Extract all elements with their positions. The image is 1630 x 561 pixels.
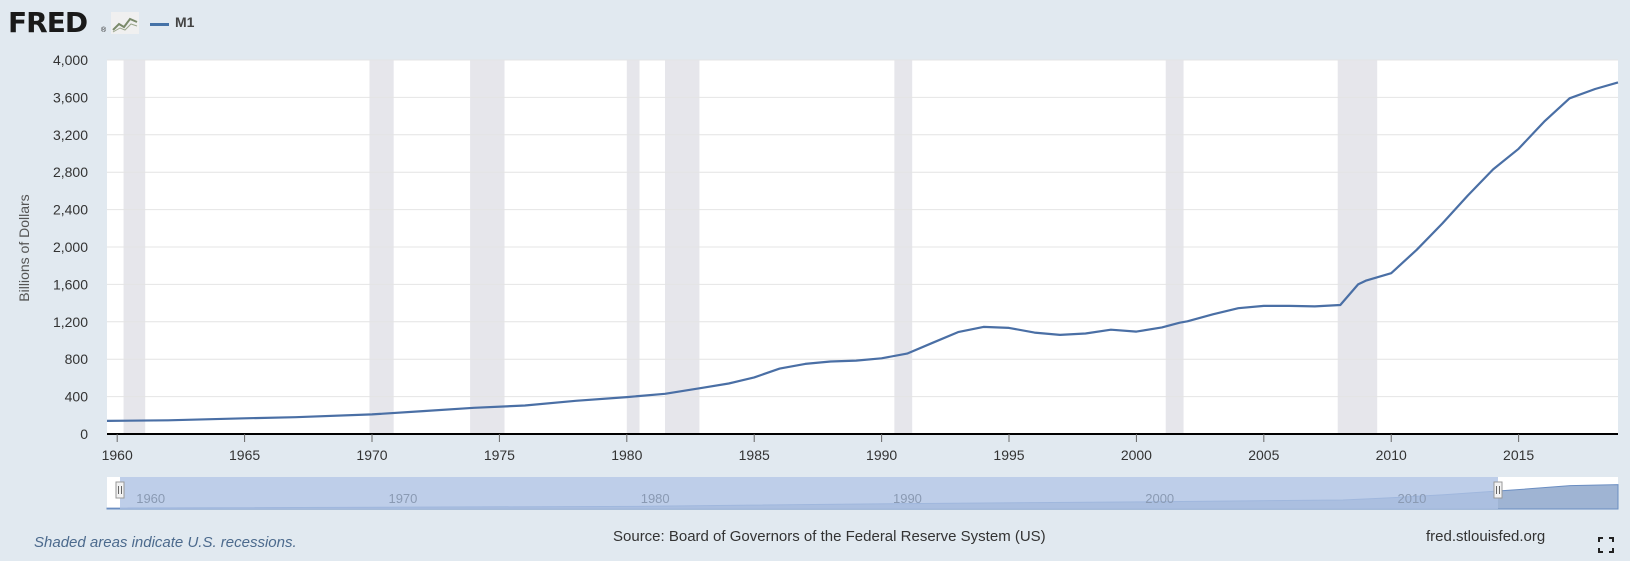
navigator-label: 2010 bbox=[1397, 491, 1426, 506]
legend-label-m1[interactable]: M1 bbox=[175, 14, 195, 30]
y-tick-label: 1,200 bbox=[53, 314, 88, 330]
x-tick-label: 1970 bbox=[356, 447, 387, 463]
y-tick-label: 4,000 bbox=[53, 52, 88, 68]
navigator-label: 2000 bbox=[1145, 491, 1174, 506]
x-tick-label: 2000 bbox=[1121, 447, 1152, 463]
navigator-label: 1990 bbox=[893, 491, 922, 506]
y-tick-label: 2,800 bbox=[53, 164, 88, 180]
series-line-m1 bbox=[106, 81, 1619, 422]
y-tick-label: 800 bbox=[65, 351, 89, 367]
x-axis: 1960 1965 1970 1975 1980 1985 1990 1995 2000 2005… bbox=[102, 434, 1534, 463]
x-tick-label: 2010 bbox=[1376, 447, 1407, 463]
y-tick-label: 1,600 bbox=[53, 276, 88, 292]
fullscreen-icon[interactable] bbox=[1598, 537, 1614, 553]
y-tick-label: 2,400 bbox=[53, 202, 88, 218]
x-tick-label: 1980 bbox=[611, 447, 642, 463]
navigator-handle-body bbox=[115, 481, 125, 499]
x-tick-label: 2005 bbox=[1248, 447, 1279, 463]
fred-url-link[interactable]: fred.stlouisfed.org bbox=[1426, 528, 1546, 545]
x-tick-label: 1995 bbox=[993, 447, 1024, 463]
navigator[interactable]: 1960 1970 1980 1990 2000 2010 bbox=[106, 477, 1619, 510]
navigator-labels: 1960 1970 1980 1990 2000 2010 bbox=[136, 491, 1426, 506]
fred-trademark: ® bbox=[101, 27, 107, 34]
legend-swatch-m1 bbox=[150, 23, 169, 26]
navigator-window[interactable] bbox=[120, 477, 1498, 509]
x-tick-label: 1960 bbox=[102, 447, 133, 463]
navigator-label: 1970 bbox=[388, 491, 417, 506]
x-tick-label: 1975 bbox=[484, 447, 515, 463]
x-tick-label: 1965 bbox=[229, 447, 260, 463]
fred-graph-icon bbox=[111, 12, 139, 34]
navigator-handle-body bbox=[1493, 481, 1503, 499]
navigator-label: 1980 bbox=[641, 491, 670, 506]
y-tick-label: 3,200 bbox=[53, 127, 88, 143]
y-tick-label: 2,000 bbox=[53, 239, 88, 255]
source-text: Source: Board of Governors of the Federa… bbox=[613, 528, 1046, 545]
recession-note: Shaded areas indicate U.S. recessions. bbox=[34, 534, 297, 551]
fred-logo[interactable]: FRED bbox=[8, 6, 88, 39]
x-tick-label: 2015 bbox=[1503, 447, 1534, 463]
navigator-handle-left[interactable] bbox=[115, 481, 125, 499]
y-tick-label: 0 bbox=[80, 426, 88, 442]
y-axis-label: Billions of Dollars bbox=[16, 194, 32, 301]
navigator-handle-right[interactable] bbox=[1493, 481, 1503, 499]
x-tick-label: 1985 bbox=[739, 447, 770, 463]
y-axis: 0 400 800 1,200 1,600 2,000 2,400 2,800 3,200 3,6… bbox=[53, 52, 88, 442]
navigator-label: 1960 bbox=[136, 491, 165, 506]
x-tick-label: 1990 bbox=[866, 447, 897, 463]
y-tick-label: 400 bbox=[65, 389, 89, 405]
y-tick-label: 3,600 bbox=[53, 89, 88, 105]
